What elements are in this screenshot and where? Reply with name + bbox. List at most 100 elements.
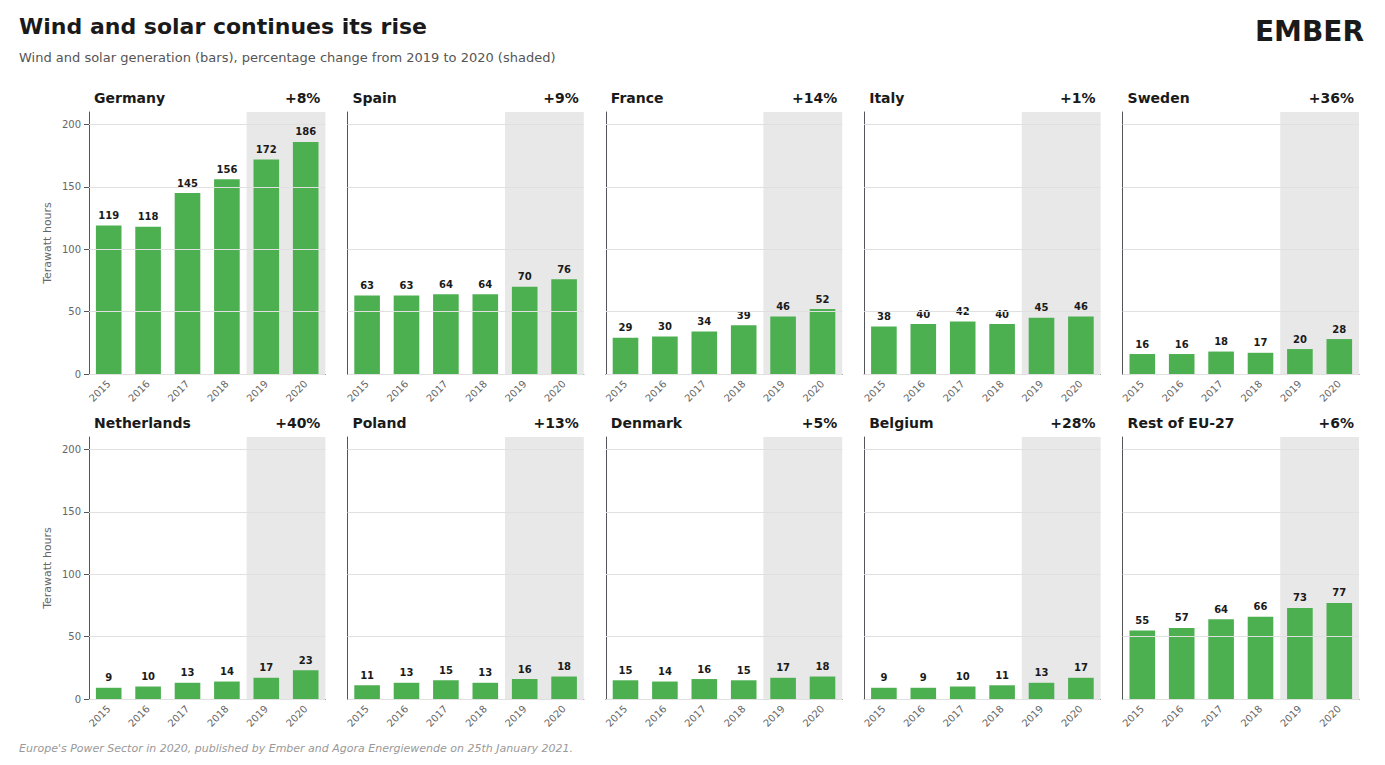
svg-text:2015: 2015 [862, 378, 888, 404]
svg-text:2018: 2018 [980, 378, 1006, 404]
svg-text:13: 13 [478, 667, 492, 678]
svg-text:2019: 2019 [1020, 703, 1046, 729]
svg-text:2018: 2018 [1239, 703, 1265, 729]
svg-text:2020: 2020 [1317, 378, 1343, 404]
svg-text:2017: 2017 [682, 378, 708, 404]
svg-text:200: 200 [62, 119, 81, 130]
svg-text:11: 11 [995, 670, 1009, 681]
svg-text:11: 11 [360, 670, 374, 681]
svg-text:2016: 2016 [126, 378, 152, 404]
svg-text:63: 63 [360, 280, 374, 291]
svg-text:2019: 2019 [244, 703, 270, 729]
svg-text:16: 16 [1135, 339, 1149, 350]
svg-text:Germany: Germany [94, 90, 165, 106]
svg-text:150: 150 [62, 506, 81, 517]
svg-text:2015: 2015 [1120, 703, 1146, 729]
svg-text:2016: 2016 [385, 378, 411, 404]
svg-text:Terawatt hours: Terawatt hours [41, 202, 54, 285]
svg-text:63: 63 [400, 280, 414, 291]
svg-text:2015: 2015 [345, 378, 371, 404]
svg-text:64: 64 [1214, 604, 1228, 615]
svg-text:52: 52 [816, 294, 830, 305]
svg-text:40: 40 [995, 309, 1009, 320]
svg-text:17: 17 [1074, 662, 1088, 673]
svg-text:2019: 2019 [761, 378, 787, 404]
svg-text:28: 28 [1332, 324, 1346, 335]
svg-text:2018: 2018 [463, 378, 489, 404]
svg-text:15: 15 [439, 665, 453, 676]
svg-text:Belgium: Belgium [869, 415, 933, 431]
svg-text:29: 29 [619, 322, 633, 333]
svg-text:46: 46 [776, 301, 790, 312]
svg-text:13: 13 [400, 667, 414, 678]
svg-text:2018: 2018 [722, 703, 748, 729]
svg-text:50: 50 [68, 306, 81, 317]
svg-text:2016: 2016 [643, 703, 669, 729]
svg-text:2019: 2019 [1278, 703, 1304, 729]
svg-text:Terawatt hours: Terawatt hours [41, 527, 54, 610]
svg-text:2016: 2016 [643, 378, 669, 404]
svg-text:Spain: Spain [352, 90, 396, 106]
svg-text:2020: 2020 [801, 703, 827, 729]
svg-text:+5%: +5% [802, 415, 838, 431]
svg-text:2016: 2016 [901, 378, 927, 404]
svg-text:23: 23 [299, 655, 313, 666]
svg-text:+28%: +28% [1050, 415, 1095, 431]
svg-text:100: 100 [62, 569, 81, 580]
svg-text:2016: 2016 [385, 703, 411, 729]
svg-text:2018: 2018 [1239, 378, 1265, 404]
svg-text:+40%: +40% [275, 415, 320, 431]
svg-text:2016: 2016 [1160, 378, 1186, 404]
svg-text:2017: 2017 [166, 378, 192, 404]
svg-text:2017: 2017 [682, 703, 708, 729]
svg-text:9: 9 [105, 672, 112, 683]
svg-text:34: 34 [697, 316, 711, 327]
svg-text:2015: 2015 [87, 703, 113, 729]
svg-text:66: 66 [1254, 601, 1268, 612]
svg-text:+1%: +1% [1060, 90, 1096, 106]
svg-text:9: 9 [880, 672, 887, 683]
svg-text:2019: 2019 [244, 378, 270, 404]
svg-text:2019: 2019 [1020, 378, 1046, 404]
svg-text:2018: 2018 [205, 378, 231, 404]
svg-text:Poland: Poland [352, 415, 406, 431]
svg-text:77: 77 [1332, 587, 1346, 598]
svg-text:2017: 2017 [1199, 703, 1225, 729]
svg-text:15: 15 [737, 665, 751, 676]
svg-text:2020: 2020 [542, 378, 568, 404]
svg-text:10: 10 [141, 671, 155, 682]
svg-text:73: 73 [1293, 592, 1307, 603]
svg-text:14: 14 [658, 666, 672, 677]
svg-text:156: 156 [216, 164, 237, 175]
svg-text:0: 0 [75, 369, 81, 380]
svg-text:16: 16 [697, 664, 711, 675]
svg-text:150: 150 [62, 181, 81, 192]
svg-text:+36%: +36% [1309, 90, 1354, 106]
svg-text:2020: 2020 [542, 703, 568, 729]
svg-text:2017: 2017 [424, 378, 450, 404]
svg-text:50: 50 [68, 631, 81, 642]
svg-text:0: 0 [75, 694, 81, 705]
svg-text:16: 16 [518, 664, 532, 675]
svg-text:46: 46 [1074, 301, 1088, 312]
svg-text:2019: 2019 [503, 703, 529, 729]
svg-text:2016: 2016 [1160, 703, 1186, 729]
svg-text:20: 20 [1293, 334, 1307, 345]
svg-text:2020: 2020 [284, 378, 310, 404]
svg-text:Rest of EU-27: Rest of EU-27 [1128, 415, 1235, 431]
svg-text:Sweden: Sweden [1128, 90, 1190, 106]
svg-text:2017: 2017 [941, 378, 967, 404]
svg-text:Denmark: Denmark [611, 415, 683, 431]
svg-text:100: 100 [62, 244, 81, 255]
svg-text:2020: 2020 [1317, 703, 1343, 729]
svg-text:Italy: Italy [869, 90, 904, 106]
svg-text:+13%: +13% [534, 415, 579, 431]
svg-text:Netherlands: Netherlands [94, 415, 191, 431]
svg-text:76: 76 [557, 264, 571, 275]
svg-text:2020: 2020 [1059, 703, 1085, 729]
svg-text:186: 186 [295, 126, 316, 137]
svg-text:Wind and solar continues its r: Wind and solar continues its rise [19, 14, 427, 39]
svg-text:EMBER: EMBER [1255, 15, 1364, 48]
svg-text:2020: 2020 [801, 378, 827, 404]
svg-text:2015: 2015 [862, 703, 888, 729]
